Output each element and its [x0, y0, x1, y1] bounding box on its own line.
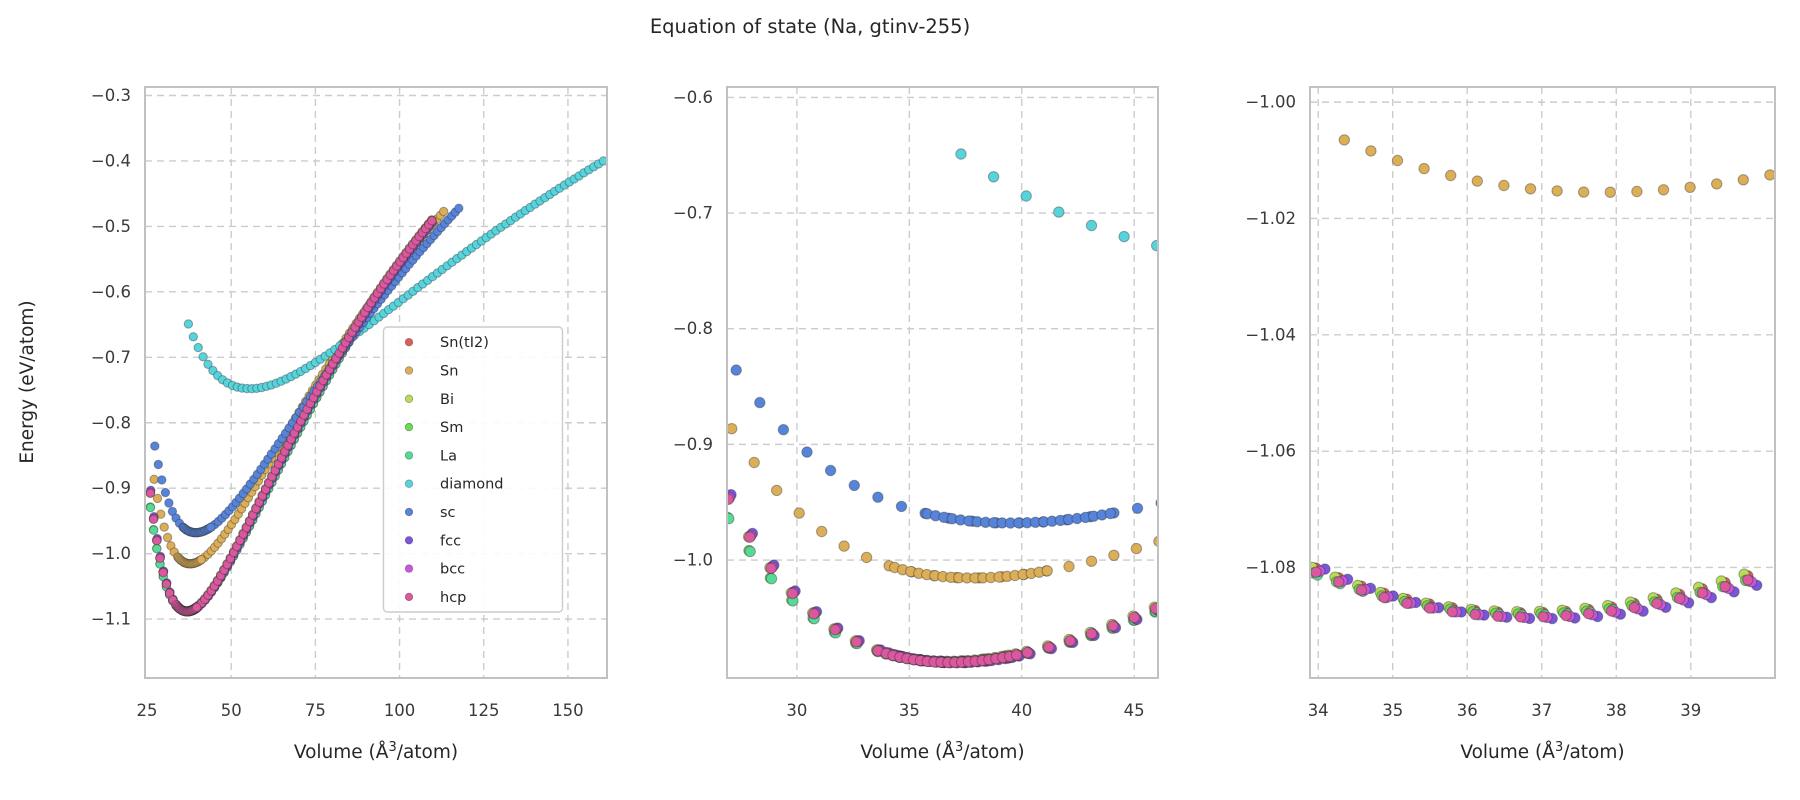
- svg-text:40: 40: [1011, 701, 1032, 720]
- svg-text:34: 34: [1308, 701, 1329, 720]
- series-sc: [730, 364, 1158, 529]
- x-axis-label-mid-zoom: Volume (Å3/atom): [860, 740, 1024, 763]
- panel-mid-zoom: −0.6 −0.7 −0.8 −0.9 −1.0 30 35 40 45 Volume (Å3/a…: [673, 86, 1159, 763]
- y-tick-labels-overview: −0.3 −0.4 −0.5 −0.6 −0.7 −0.8 −0.9 −1.0 −1.1: [91, 86, 131, 629]
- legend-label-fcc: fcc: [440, 533, 461, 549]
- axes-spines-overview: [144, 86, 608, 679]
- legend-marker-sm-icon: [404, 422, 414, 432]
- legend-marker-diamond-icon: [404, 479, 414, 488]
- svg-text:37: 37: [1531, 701, 1552, 720]
- legend-marker-fcc-icon: [404, 536, 414, 545]
- svg-text:−1.04: −1.04: [1245, 325, 1296, 344]
- svg-text:−0.5: −0.5: [91, 217, 131, 236]
- svg-text:−1.06: −1.06: [1245, 442, 1296, 461]
- legend: Sn(tI2) Sn Bi Sm La diamond sc fcc bcc hcp: [382, 326, 564, 613]
- svg-text:150: 150: [552, 701, 584, 720]
- svg-text:−0.8: −0.8: [673, 319, 713, 338]
- axes-spines-mid-zoom: [726, 86, 1159, 679]
- y-axis-label: Energy (eV/atom): [17, 300, 38, 463]
- legend-label-sc: sc: [440, 505, 456, 521]
- series-points-overview: [145, 156, 607, 617]
- legend-item-sc: sc: [404, 505, 456, 521]
- svg-text:−0.7: −0.7: [91, 348, 131, 367]
- svg-text:100: 100: [384, 701, 416, 720]
- svg-text:−0.9: −0.9: [91, 479, 131, 498]
- legend-item-bcc: bcc: [404, 562, 465, 578]
- svg-text:−1.08: −1.08: [1245, 558, 1296, 577]
- legend-label-hcp: hcp: [440, 590, 466, 606]
- legend-label-la: La: [440, 448, 457, 464]
- legend-marker-sn-ti2-icon: [404, 338, 414, 347]
- series-hcp: [145, 216, 437, 617]
- panels-group: −0.3 −0.4 −0.5 −0.6 −0.7 −0.8 −0.9 −1.0 −1.1 25 50…: [91, 86, 1776, 763]
- svg-text:−0.9: −0.9: [673, 435, 713, 454]
- panel-minimum-zoom: −1.00 −1.02 −1.04 −1.06 −1.08 34 35 36 37 38 39 Vol…: [1245, 86, 1776, 763]
- svg-text:−0.6: −0.6: [673, 88, 713, 107]
- legend-marker-hcp-icon: [404, 592, 414, 602]
- legend-item-sm: Sm: [404, 420, 463, 436]
- figure-title: Equation of state (Na, gtinv-255): [650, 15, 970, 38]
- svg-text:−1.0: −1.0: [91, 544, 131, 563]
- svg-text:125: 125: [468, 701, 500, 720]
- series-sn: [727, 423, 1158, 584]
- svg-text:25: 25: [137, 701, 158, 720]
- x-axis-label-minimum-zoom: Volume (Å3/atom): [1460, 740, 1624, 763]
- svg-text:45: 45: [1124, 701, 1145, 720]
- legend-marker-la-icon: [404, 451, 414, 460]
- legend-item-hcp: hcp: [404, 590, 466, 606]
- legend-label-bcc: bcc: [440, 562, 465, 578]
- legend-marker-bcc-icon: [404, 564, 414, 573]
- series-points-mid-zoom: [727, 148, 1158, 669]
- series-diamond: [955, 148, 1158, 252]
- series-hcp: [1310, 566, 1754, 623]
- legend-item-diamond: diamond: [404, 477, 504, 493]
- svg-text:−0.8: −0.8: [91, 413, 131, 432]
- svg-text:−1.0: −1.0: [673, 551, 713, 570]
- svg-text:30: 30: [786, 701, 807, 720]
- legend-item-sn: Sn: [404, 364, 458, 380]
- legend-label-sn-ti2: Sn(tI2): [440, 335, 489, 351]
- legend-label-bi: Bi: [440, 392, 454, 408]
- legend-frame: [382, 326, 564, 613]
- svg-text:−0.4: −0.4: [91, 151, 131, 170]
- x-tick-labels-minimum-zoom: 34 35 36 37 38 39: [1308, 701, 1702, 720]
- legend-label-sn: Sn: [440, 364, 458, 380]
- series-sn: [1338, 134, 1775, 198]
- legend-item-la: La: [404, 448, 457, 464]
- svg-text:50: 50: [221, 701, 242, 720]
- svg-text:39: 39: [1680, 701, 1701, 720]
- svg-text:35: 35: [899, 701, 920, 720]
- svg-text:−0.3: −0.3: [91, 86, 131, 105]
- series-points-minimum-zoom: [1310, 134, 1775, 625]
- legend-item-sn-ti2: Sn(tI2): [404, 335, 489, 351]
- svg-text:−1.02: −1.02: [1245, 209, 1296, 228]
- x-axis-label-overview: Volume (Å3/atom): [294, 740, 458, 763]
- panel-overview: −0.3 −0.4 −0.5 −0.6 −0.7 −0.8 −0.9 −1.0 −1.1 25 50…: [91, 86, 608, 763]
- x-tick-labels-mid-zoom: 30 35 40 45: [786, 701, 1144, 720]
- x-tick-labels-overview: 25 50 75 100 125 150: [137, 701, 584, 720]
- svg-text:−1.1: −1.1: [91, 610, 131, 629]
- legend-marker-sc-icon: [404, 507, 414, 517]
- axes-spines-minimum-zoom: [1309, 86, 1776, 679]
- legend-label-diamond: diamond: [440, 477, 504, 493]
- legend-marker-bi-icon: [404, 394, 414, 403]
- svg-text:38: 38: [1606, 701, 1627, 720]
- svg-text:−0.6: −0.6: [91, 282, 131, 301]
- legend-marker-sn-icon: [404, 366, 414, 375]
- legend-item-fcc: fcc: [404, 533, 461, 549]
- y-tick-labels-minimum-zoom: −1.00 −1.02 −1.04 −1.06 −1.08: [1245, 93, 1296, 577]
- legend-label-sm: Sm: [440, 420, 463, 436]
- legend-item-bi: Bi: [404, 392, 454, 408]
- svg-text:−1.00: −1.00: [1245, 93, 1296, 112]
- y-tick-labels-mid-zoom: −0.6 −0.7 −0.8 −0.9 −1.0: [673, 88, 713, 570]
- svg-text:35: 35: [1382, 701, 1403, 720]
- series-diamond: [183, 156, 607, 394]
- svg-text:−0.7: −0.7: [673, 204, 713, 223]
- svg-text:36: 36: [1457, 701, 1478, 720]
- series-hcp: [727, 493, 1158, 669]
- svg-text:75: 75: [305, 701, 326, 720]
